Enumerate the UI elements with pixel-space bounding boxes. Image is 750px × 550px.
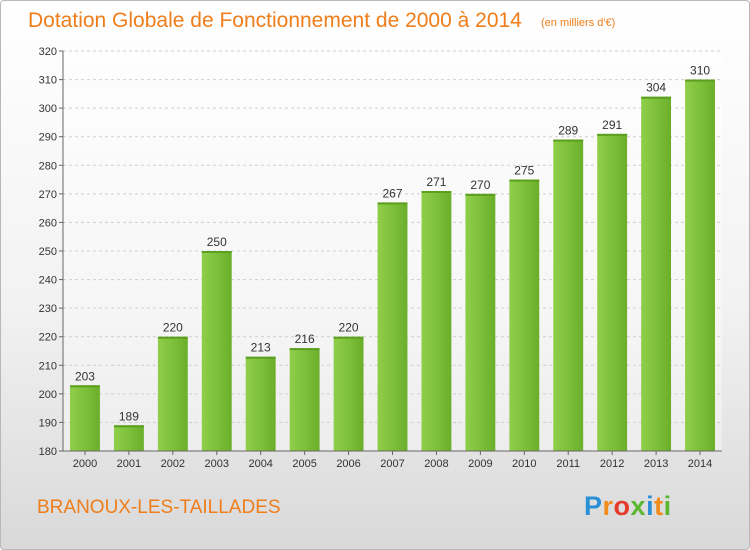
value-label-2004: 213 — [251, 341, 271, 355]
x-tick-label-2010: 2010 — [512, 458, 536, 470]
value-label-2003: 250 — [207, 235, 227, 249]
x-tick-label-2014: 2014 — [688, 458, 712, 470]
x-tick-label-2004: 2004 — [248, 458, 272, 470]
bar-2008 — [421, 191, 452, 451]
bar-2007 — [377, 202, 408, 451]
bar-top-edge — [201, 251, 232, 253]
value-label-2007: 267 — [382, 186, 402, 200]
bar-2014 — [685, 79, 715, 452]
x-tick-label-2013: 2013 — [644, 458, 668, 470]
bar-2005 — [289, 348, 320, 451]
y-tick-label: 250 — [39, 246, 57, 258]
y-tick-label: 280 — [39, 160, 57, 172]
logo-letter: i — [663, 491, 672, 521]
value-label-2002: 220 — [163, 321, 183, 335]
y-tick-label: 200 — [39, 389, 57, 401]
y-tick-label: 270 — [39, 189, 57, 201]
x-tick-label-2009: 2009 — [468, 458, 492, 470]
x-tick-label-2001: 2001 — [117, 458, 141, 470]
bar-2004 — [245, 356, 276, 451]
bar-2003 — [201, 251, 232, 451]
logo-letter: P — [584, 491, 603, 521]
y-tick-label: 230 — [39, 303, 57, 315]
bar-top-edge — [289, 348, 320, 351]
x-tick-label-2002: 2002 — [161, 458, 185, 470]
x-tick-label-2003: 2003 — [205, 458, 229, 470]
bar-2010 — [509, 179, 540, 452]
value-label-2014: 310 — [690, 64, 710, 78]
bar-top-edge — [685, 79, 715, 82]
bar-2000 — [70, 385, 100, 451]
bar-top-edge — [641, 96, 672, 99]
x-tick-label-2000: 2000 — [73, 458, 97, 470]
y-tick-label: 290 — [39, 132, 57, 144]
y-tick-label: 180 — [39, 446, 57, 458]
y-tick-label: 220 — [39, 332, 57, 344]
bar-top-edge — [245, 356, 276, 359]
value-label-2010: 275 — [514, 164, 534, 178]
bar-2012 — [597, 133, 628, 451]
bar-2011 — [553, 139, 584, 452]
bar-top-edge — [377, 202, 408, 205]
x-tick-label-2007: 2007 — [380, 458, 404, 470]
bar-2013 — [641, 96, 672, 451]
x-tick-label-2008: 2008 — [424, 458, 448, 470]
bar-top-edge — [553, 139, 584, 142]
x-tick-label-2006: 2006 — [336, 458, 360, 470]
x-tick-label-2012: 2012 — [600, 458, 624, 470]
y-tick-label: 190 — [39, 417, 57, 429]
proxiti-logo: Proxiti — [584, 491, 672, 522]
value-label-2006: 220 — [339, 321, 359, 335]
bar-2009 — [465, 193, 496, 451]
y-tick-label: 310 — [39, 75, 57, 87]
y-tick-label: 320 — [39, 46, 57, 58]
value-label-2001: 189 — [119, 409, 139, 423]
bar-2001 — [113, 425, 144, 451]
value-label-2011: 289 — [558, 124, 578, 138]
value-label-2012: 291 — [602, 118, 622, 132]
logo-letter: i — [646, 491, 655, 521]
logo-letter: t — [654, 491, 664, 521]
y-tick-label: 300 — [39, 103, 57, 115]
value-label-2008: 271 — [426, 175, 446, 189]
x-tick-label-2005: 2005 — [292, 458, 316, 470]
y-tick-label: 240 — [39, 275, 57, 287]
value-label-2009: 270 — [470, 178, 490, 192]
bar-top-edge — [157, 336, 188, 339]
bar-top-edge — [333, 336, 364, 339]
logo-letter: r — [602, 491, 614, 521]
bar-top-edge — [509, 179, 540, 182]
bar-top-edge — [597, 133, 628, 136]
bar-top-edge — [113, 425, 144, 428]
bar-top-edge — [70, 385, 100, 388]
x-tick-label-2011: 2011 — [556, 458, 580, 470]
logo-letter: x — [630, 491, 647, 521]
bar-2002 — [157, 336, 188, 451]
bar-top-edge — [421, 191, 452, 193]
value-label-2013: 304 — [646, 81, 666, 95]
y-tick-label: 260 — [39, 217, 57, 229]
chart-title: Dotation Globale de Fonctionnement de 20… — [28, 9, 522, 32]
logo-letter: o — [613, 491, 631, 521]
commune-name: BRANOUX-LES-TAILLADES — [37, 497, 281, 518]
y-tick-label: 210 — [39, 360, 57, 372]
value-label-2000: 203 — [75, 369, 95, 383]
bar-2006 — [333, 336, 364, 451]
value-label-2005: 216 — [295, 332, 315, 346]
bar-top-edge — [465, 193, 496, 196]
unit-label: (en milliers d'€) — [541, 17, 616, 29]
